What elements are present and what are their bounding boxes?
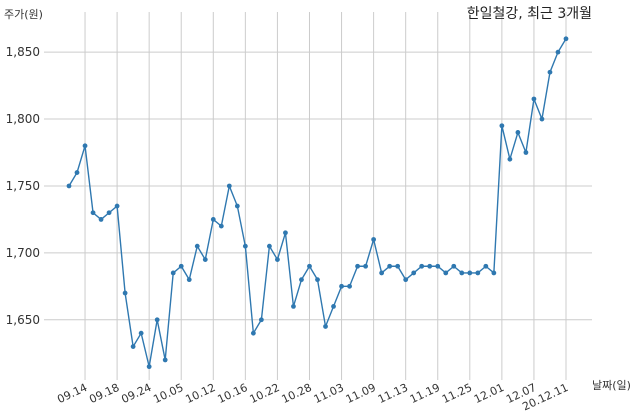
data-point xyxy=(443,270,449,276)
y-tick-label: 1,750 xyxy=(6,179,40,193)
data-point xyxy=(90,210,96,216)
y-tick-label: 1,800 xyxy=(6,112,40,126)
x-tick-label: 10.16 xyxy=(216,381,250,406)
data-point xyxy=(491,270,497,276)
data-point xyxy=(435,263,441,269)
data-point xyxy=(531,96,537,102)
data-point xyxy=(170,270,176,276)
data-point xyxy=(315,277,320,283)
price-series xyxy=(66,36,569,370)
y-tick-labels: 1,650 1,700 1,750 1,800 1,850 xyxy=(6,45,40,327)
data-point xyxy=(371,237,377,242)
x-tick-label: 11.19 xyxy=(408,381,442,406)
data-point xyxy=(411,270,417,276)
data-point xyxy=(267,243,272,249)
data-point xyxy=(499,123,505,129)
data-point xyxy=(459,270,465,276)
data-point xyxy=(307,263,312,269)
data-point xyxy=(114,203,120,209)
y-axis-label: 주가(원) xyxy=(4,8,43,21)
data-point xyxy=(347,283,352,289)
y-tick-label: 1,850 xyxy=(6,45,40,59)
data-point xyxy=(475,270,481,276)
data-point xyxy=(427,263,433,269)
data-point xyxy=(283,230,288,236)
data-point xyxy=(363,263,368,269)
x-tick-label: 11.25 xyxy=(440,381,474,406)
data-point xyxy=(106,210,112,216)
data-point xyxy=(146,364,152,370)
data-point xyxy=(291,304,296,309)
series-line xyxy=(68,38,567,367)
data-point xyxy=(331,304,336,309)
x-tick-label: 11.09 xyxy=(344,381,378,406)
y-tick-label: 1,650 xyxy=(6,313,40,327)
data-point xyxy=(162,357,168,363)
data-point xyxy=(355,263,360,269)
x-axis-label: 날짜(일) xyxy=(592,378,631,392)
data-point xyxy=(218,223,224,229)
x-tick-label: 11.13 xyxy=(376,381,410,406)
data-point xyxy=(202,257,208,262)
data-point xyxy=(154,317,160,323)
data-point xyxy=(419,263,425,269)
x-tick-labels: 09.1409.1809.2410.0510.1210.1610.2210.28… xyxy=(55,381,570,413)
y-tick-label: 1,700 xyxy=(6,246,40,260)
chart-title: 한일철강, 최근 3개월 xyxy=(467,6,592,22)
x-tick-label: 12.01 xyxy=(472,381,506,406)
data-point xyxy=(234,203,240,209)
data-point xyxy=(275,257,280,262)
x-tick-label: 09.18 xyxy=(87,381,121,406)
data-point xyxy=(210,217,216,222)
data-point xyxy=(178,263,184,269)
data-point xyxy=(467,270,473,276)
data-point xyxy=(515,130,521,135)
data-point xyxy=(507,156,513,162)
data-point xyxy=(323,324,328,329)
data-point xyxy=(483,263,489,269)
data-point xyxy=(395,263,401,269)
data-point xyxy=(242,243,248,249)
data-point xyxy=(130,344,136,349)
x-tick-label: 10.22 xyxy=(248,381,282,406)
data-point xyxy=(451,263,457,269)
data-point xyxy=(563,36,569,42)
data-point xyxy=(339,283,344,289)
data-point xyxy=(258,317,264,323)
data-point xyxy=(122,290,128,296)
data-point xyxy=(186,277,192,283)
data-point xyxy=(194,243,200,249)
data-point xyxy=(299,277,304,283)
x-tick-label: 11.03 xyxy=(312,381,346,406)
data-point xyxy=(250,330,256,336)
data-point xyxy=(66,183,72,189)
x-tick-label: 10.12 xyxy=(184,381,218,406)
grid-lines xyxy=(44,12,592,380)
x-tick-label: 10.05 xyxy=(151,381,185,406)
data-point xyxy=(98,217,104,222)
data-point xyxy=(226,183,232,189)
x-tick-label: 09.14 xyxy=(55,381,89,406)
data-point xyxy=(555,49,561,55)
data-point xyxy=(403,277,409,283)
data-point xyxy=(138,330,144,336)
data-point xyxy=(74,170,80,175)
data-point xyxy=(539,116,545,122)
x-tick-label: 10.28 xyxy=(280,381,314,406)
data-point xyxy=(547,69,553,75)
data-point xyxy=(523,150,529,155)
data-point xyxy=(82,143,88,149)
data-point xyxy=(379,270,385,276)
data-point xyxy=(387,263,393,269)
x-tick-label: 09.24 xyxy=(119,381,153,406)
